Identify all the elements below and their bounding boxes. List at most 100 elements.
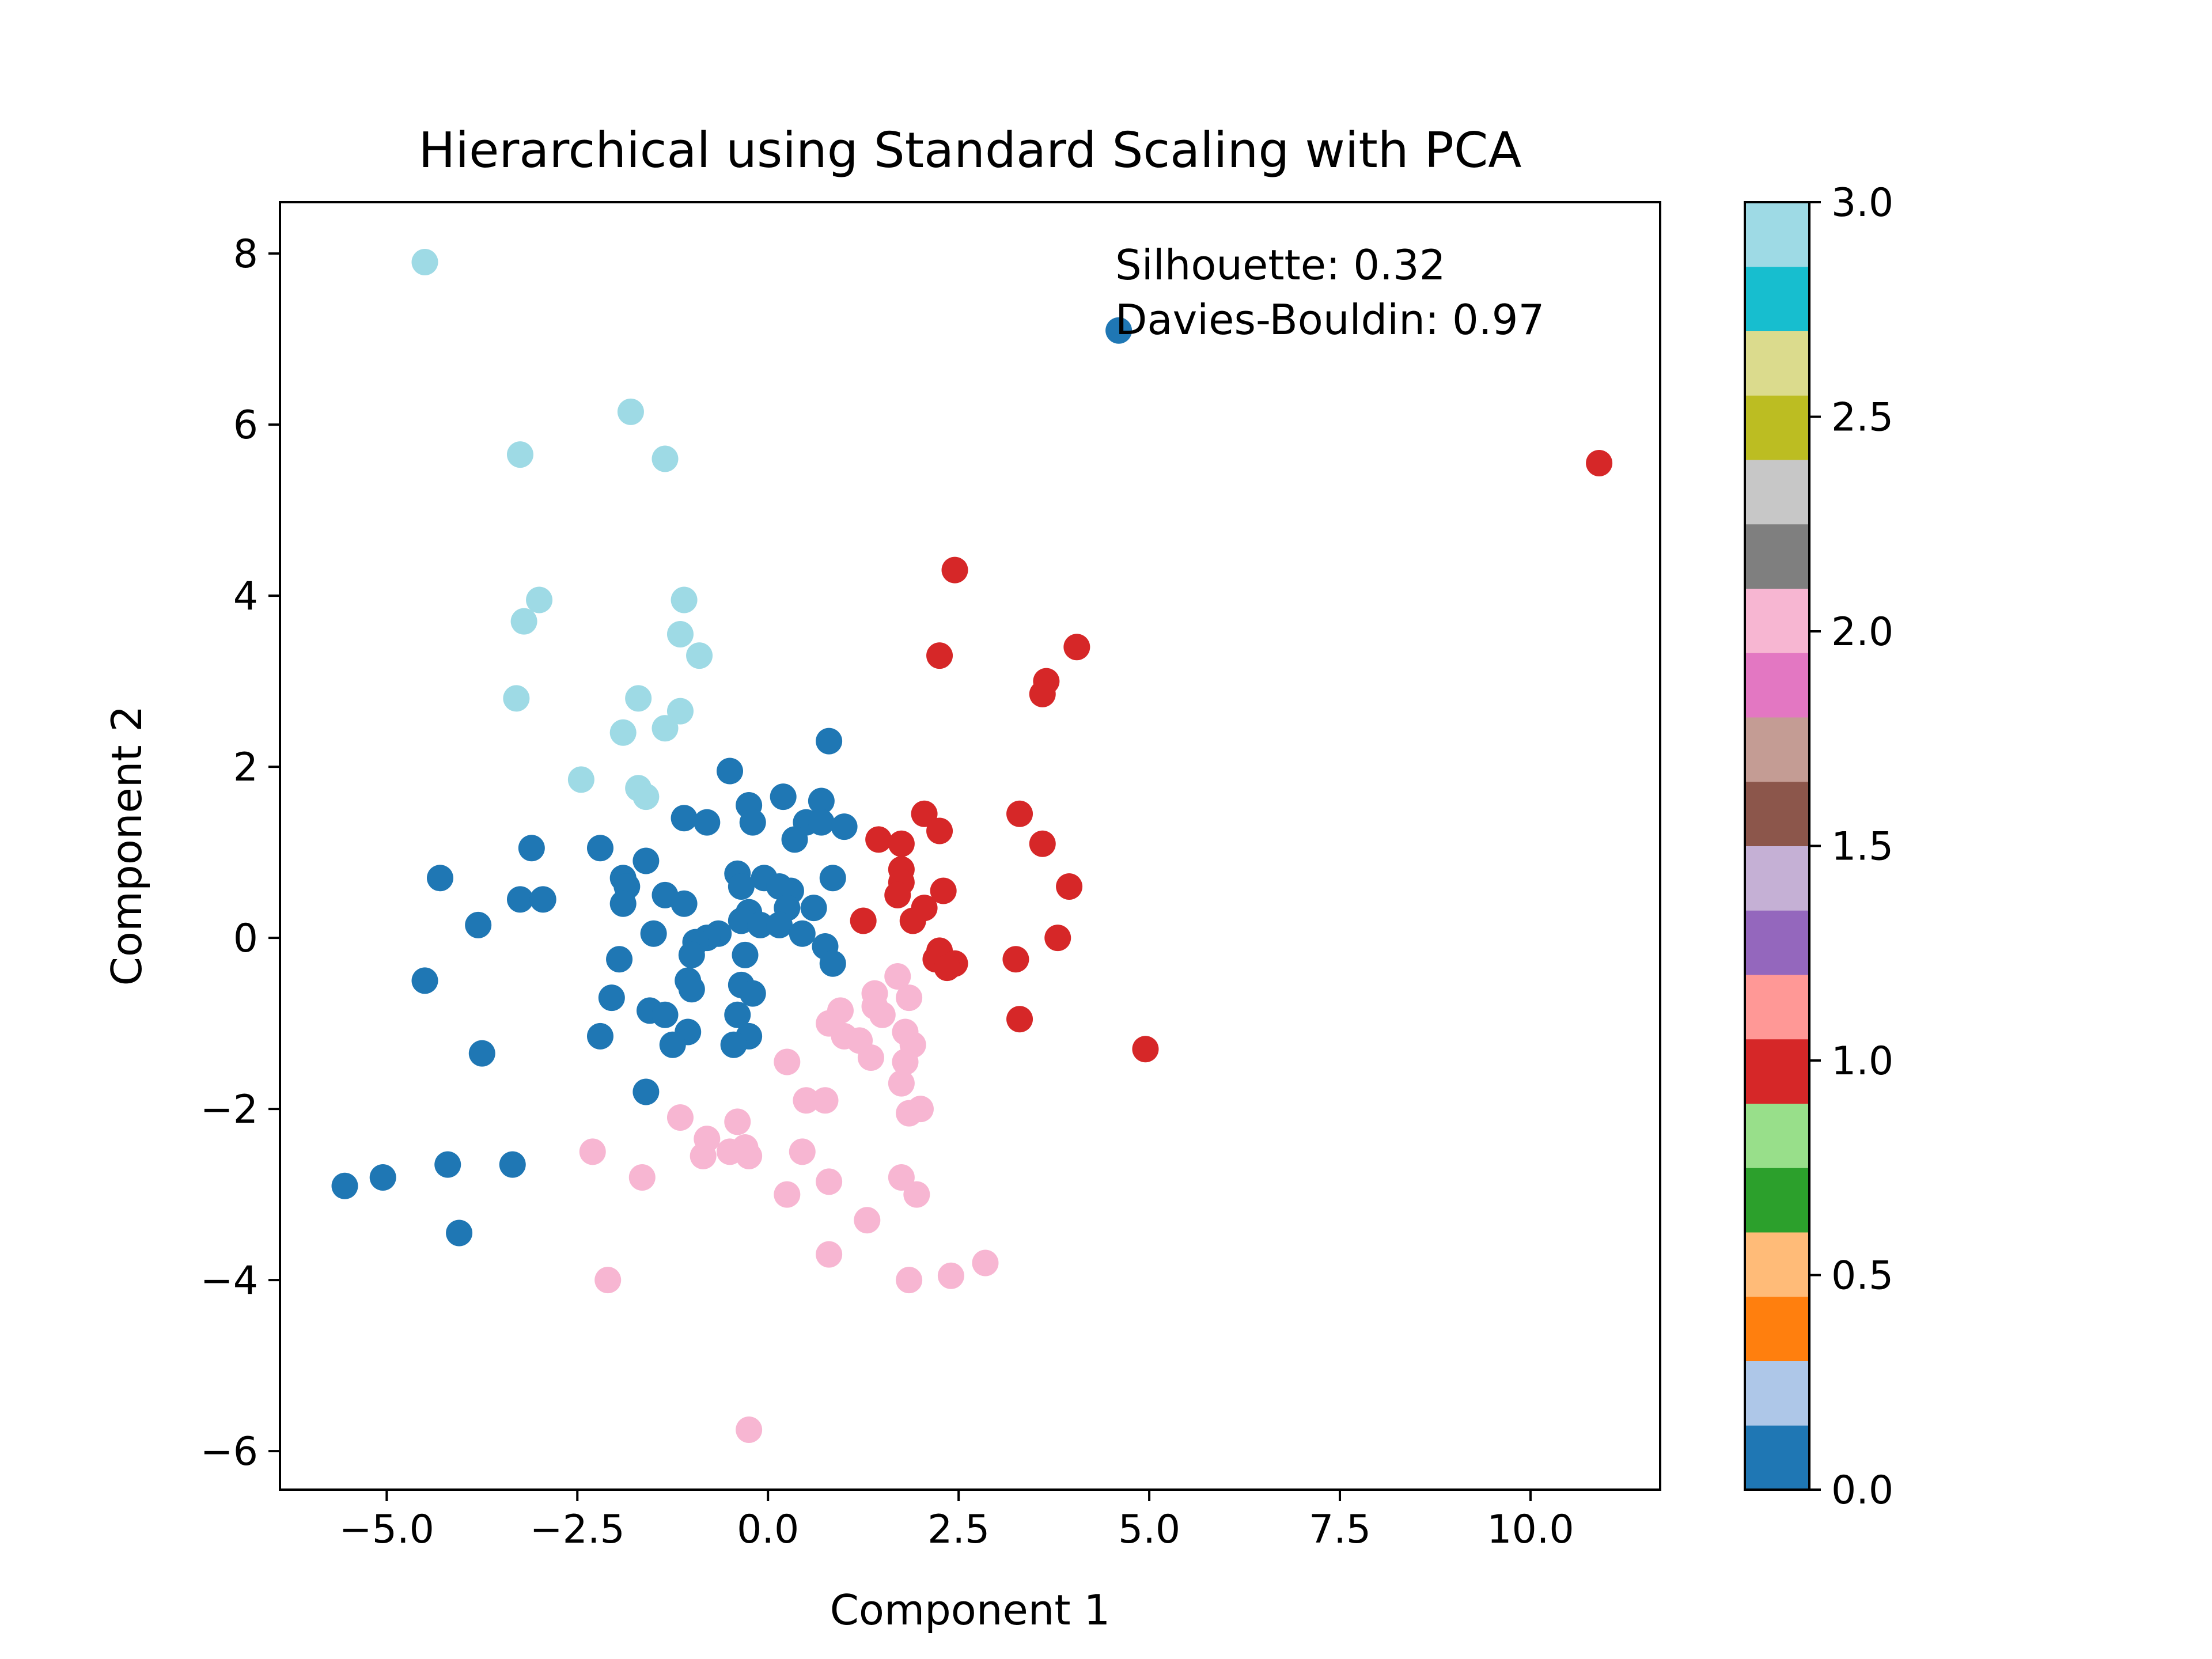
data-point-cluster-0 <box>468 1040 495 1067</box>
data-point-cluster-3 <box>503 685 530 712</box>
data-point-cluster-3 <box>526 586 553 613</box>
data-point-cluster-2 <box>690 1142 717 1169</box>
data-point-cluster-3 <box>686 642 713 669</box>
data-point-cluster-2 <box>972 1249 999 1277</box>
data-point-cluster-1 <box>1586 449 1613 476</box>
data-point-cluster-0 <box>640 920 667 947</box>
colorbar-tick-label: 1.0 <box>1831 1039 1893 1084</box>
data-point-cluster-2 <box>789 1138 816 1165</box>
data-point-cluster-0 <box>465 911 492 938</box>
data-point-cluster-1 <box>850 907 877 934</box>
data-point-cluster-1 <box>888 830 915 857</box>
data-point-cluster-3 <box>411 248 438 275</box>
data-point-cluster-2 <box>666 1104 694 1131</box>
data-point-cluster-0 <box>717 757 744 785</box>
data-point-cluster-2 <box>628 1164 656 1191</box>
data-point-cluster-0 <box>739 809 766 836</box>
data-point-cluster-2 <box>888 1070 915 1097</box>
x-tick-label: 10.0 <box>1487 1507 1574 1552</box>
data-point-cluster-3 <box>666 698 694 725</box>
data-point-cluster-0 <box>671 805 698 832</box>
data-point-cluster-2 <box>812 1087 839 1114</box>
data-point-cluster-3 <box>632 783 660 810</box>
data-point-cluster-0 <box>781 826 808 853</box>
data-point-cluster-0 <box>1105 317 1132 344</box>
colorbar-segment <box>1745 266 1809 331</box>
colorbar-ticks: 0.0 0.5 1.0 1.5 2.0 2.5 3.0 <box>1809 180 1893 1513</box>
colorbar-tick-label: 2.0 <box>1831 609 1893 655</box>
colorbar-tick-label: 0.0 <box>1831 1468 1893 1513</box>
data-point-cluster-3 <box>510 608 537 635</box>
data-point-cluster-2 <box>594 1267 622 1294</box>
data-point-cluster-2 <box>774 1181 801 1208</box>
data-point-cluster-2 <box>816 1241 843 1268</box>
colorbar-tick-label: 1.5 <box>1831 824 1893 870</box>
colorbar-segment <box>1745 1103 1809 1168</box>
x-tick-label: −2.5 <box>530 1507 625 1552</box>
data-point-cluster-0 <box>808 809 835 836</box>
data-point-cluster-2 <box>892 1048 919 1075</box>
data-point-cluster-3 <box>609 719 637 746</box>
colorbar-segment <box>1745 1039 1809 1104</box>
data-point-cluster-2 <box>724 1108 751 1135</box>
data-point-cluster-2 <box>903 1181 930 1208</box>
data-point-cluster-0 <box>732 941 759 968</box>
data-point-cluster-0 <box>434 1151 461 1178</box>
data-point-cluster-0 <box>800 895 827 922</box>
data-point-cluster-1 <box>934 955 961 982</box>
data-point-cluster-0 <box>586 835 613 862</box>
data-point-cluster-2 <box>857 1044 884 1071</box>
x-tick-label: 0.0 <box>737 1507 799 1552</box>
y-tick-label: 4 <box>233 574 258 619</box>
colorbar-tick-label: 0.5 <box>1831 1253 1893 1299</box>
colorbar-segment <box>1745 781 1809 846</box>
colorbar-tick-label: 3.0 <box>1831 180 1893 226</box>
data-point-cluster-1 <box>941 556 968 584</box>
data-point-cluster-0 <box>819 950 846 977</box>
colorbar-segment <box>1745 910 1809 975</box>
data-point-cluster-0 <box>426 865 453 892</box>
colorbar-segment <box>1745 975 1809 1040</box>
data-point-cluster-0 <box>831 813 858 840</box>
data-point-cluster-0 <box>518 835 545 862</box>
data-point-cluster-0 <box>720 1031 747 1058</box>
data-point-cluster-0 <box>789 920 816 947</box>
colorbar-segment <box>1745 1361 1809 1426</box>
data-point-cluster-2 <box>869 1001 896 1028</box>
data-point-cluster-1 <box>1002 946 1029 973</box>
data-point-cluster-2 <box>937 1262 964 1289</box>
silhouette-annotation: Silhouette: 0.32 <box>1115 241 1446 289</box>
y-axis: −6 −4 −2 0 2 4 6 8 <box>200 232 280 1475</box>
colorbar-segment <box>1745 653 1809 718</box>
data-point-cluster-1 <box>1063 634 1090 661</box>
data-point-cluster-3 <box>625 685 652 712</box>
colorbar-tick-label: 2.5 <box>1831 395 1893 441</box>
data-point-cluster-0 <box>606 946 633 973</box>
colorbar-segment <box>1745 588 1809 653</box>
data-point-cluster-3 <box>506 441 533 468</box>
colorbar: 0.0 0.5 1.0 1.5 2.0 2.5 3.0 <box>1744 180 1893 1513</box>
colorbar-segment <box>1745 460 1809 525</box>
colorbar-segment <box>1745 1296 1809 1361</box>
data-point-cluster-0 <box>529 886 556 913</box>
data-point-cluster-0 <box>632 847 660 874</box>
colorbar-segment <box>1745 331 1809 396</box>
data-point-cluster-0 <box>808 787 835 815</box>
colorbar-segment <box>1745 202 1809 267</box>
data-point-cluster-0 <box>331 1172 358 1199</box>
data-point-cluster-1 <box>1029 830 1056 857</box>
data-point-cluster-1 <box>1044 925 1071 952</box>
data-point-cluster-2 <box>736 1416 763 1444</box>
data-point-cluster-1 <box>1132 1036 1159 1063</box>
data-point-cluster-1 <box>1006 800 1033 827</box>
plot-frame <box>279 201 1661 1491</box>
data-point-cluster-2 <box>896 1267 923 1294</box>
data-point-cluster-3 <box>567 766 594 793</box>
y-tick-label: −4 <box>200 1258 258 1304</box>
data-point-cluster-0 <box>739 980 766 1007</box>
data-point-cluster-0 <box>747 911 774 938</box>
colorbar-segment <box>1745 1168 1809 1233</box>
colorbar-segment <box>1745 846 1809 911</box>
data-point-cluster-0 <box>766 911 793 938</box>
